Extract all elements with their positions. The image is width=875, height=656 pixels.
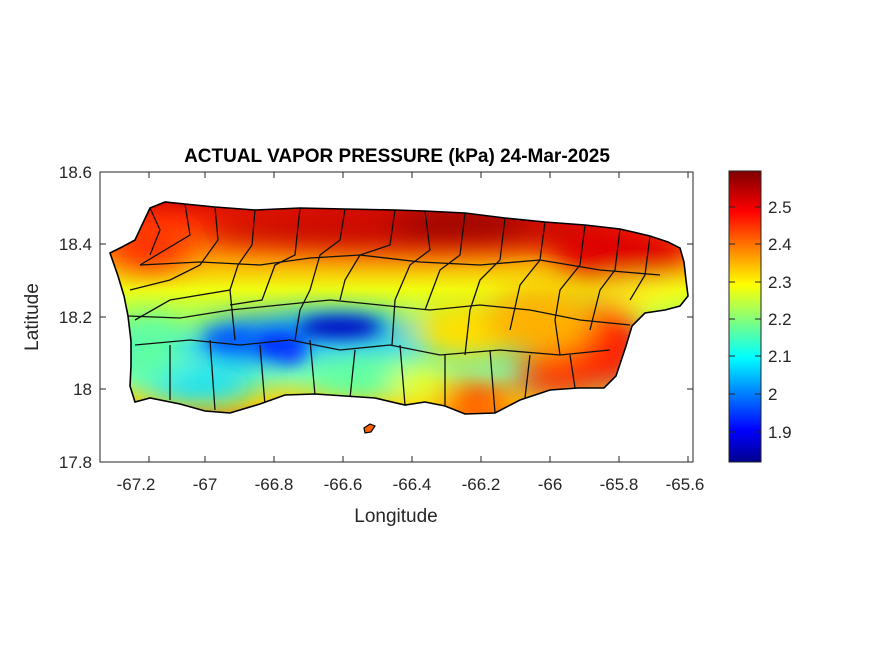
y-tick-label: 18.6 (59, 163, 92, 182)
y-tick-labels: 17.8 18 18.2 18.4 18.6 (59, 163, 92, 472)
colorbar-tick-label: 2 (768, 385, 777, 404)
x-tick-label: -66.8 (255, 475, 294, 494)
small-island (363, 423, 376, 434)
x-tick-label: -67.2 (117, 475, 156, 494)
y-tick-label: 17.8 (59, 453, 92, 472)
colorbar-tick-label: 2.1 (768, 347, 792, 366)
y-tick-label: 18.2 (59, 308, 92, 327)
vapor-pressure-field (110, 202, 688, 414)
colorbar-tick-label: 2.3 (768, 273, 792, 292)
colorbar-tick-label: 2.4 (768, 235, 792, 254)
y-tick-marks (100, 171, 693, 463)
y-tick-label: 18 (73, 380, 92, 399)
x-tick-label: -66.4 (393, 475, 432, 494)
colorbar-tick-label: 1.9 (768, 423, 792, 442)
x-tick-labels: -67.2 -67 -66.8 -66.6 -66.4 -66.2 -66 -6… (117, 475, 705, 494)
municipal-boundaries (127, 203, 661, 414)
y-axis-label: Latitude (22, 283, 43, 351)
x-tick-label: -66.2 (462, 475, 501, 494)
chart-title: ACTUAL VAPOR PRESSURE (kPa) 24-Mar-2025 (184, 146, 610, 167)
x-tick-label: -67 (193, 475, 218, 494)
x-tick-label: -66.6 (324, 475, 363, 494)
colorbar: 1.9 2 2.1 2.2 2.3 2.4 2.5 (728, 170, 792, 463)
x-tick-label: -65.6 (666, 475, 705, 494)
map-axes (99, 171, 694, 463)
colorbar-tick-label: 2.2 (768, 310, 792, 329)
y-tick-label: 18.4 (59, 235, 92, 254)
colorbar-gradient (728, 170, 762, 463)
x-tick-label: -66 (538, 475, 563, 494)
x-tick-marks (148, 172, 689, 462)
x-tick-label: -65.8 (600, 475, 639, 494)
colorbar-tick-label: 2.5 (768, 198, 792, 217)
x-axis-label: Longitude (354, 506, 437, 527)
